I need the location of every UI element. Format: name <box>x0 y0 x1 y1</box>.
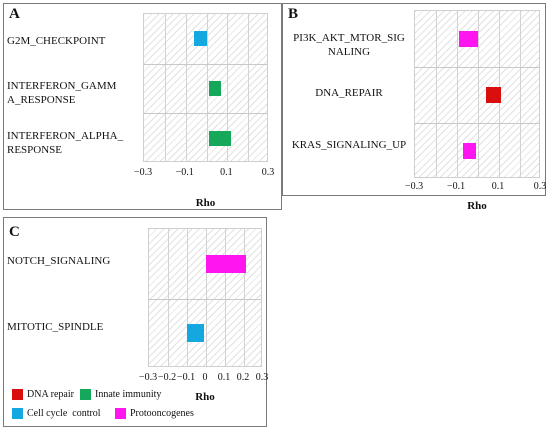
x-axis-label: Rho <box>195 391 215 403</box>
bar-dna-repair <box>486 86 502 104</box>
x-tick-label: 0.3 <box>261 167 275 178</box>
grid-line-vertical <box>206 229 207 366</box>
category-label: G2M_CHECKPOINT <box>7 34 140 48</box>
legend-item-dna-repair: DNA repair <box>12 389 74 400</box>
category-label-line: DNA_REPAIR <box>315 87 383 99</box>
grid-line-vertical <box>227 14 229 161</box>
bar-notch-signaling <box>206 254 246 273</box>
legend-label: DNA repair <box>27 389 74 400</box>
x-tick-label: −0.3 <box>133 167 153 178</box>
grid-line-vertical <box>457 11 458 177</box>
grid-line-vertical <box>164 14 166 161</box>
category-label: DNA_REPAIR <box>286 86 412 100</box>
x-tick-label: 0.2 <box>236 372 250 383</box>
category-label-line: NALING <box>327 46 371 58</box>
grid-line-horizontal <box>415 67 539 68</box>
panel-c: C NOTCH_SIGNALING MITOTIC_SPINDLE −0.3 −0.2… <box>3 217 269 427</box>
grid-line-vertical <box>187 229 188 366</box>
bar-interferon-alpha-response <box>208 130 232 146</box>
category-label-line: MITOTIC_SPINDLE <box>7 321 104 333</box>
category-label-line: A_RESPONSE <box>7 94 76 106</box>
legend-swatch <box>12 408 23 419</box>
plot-area <box>143 13 268 162</box>
legend-label: Innate immunity <box>95 389 162 400</box>
x-tick-label: 0 <box>202 372 208 383</box>
panel-a: A G2M_CHECKPOINT INTERFERON_GAMM A_RESPONS… <box>3 3 282 210</box>
x-axis-label: Rho <box>195 197 216 209</box>
grid-line-horizontal <box>144 113 267 115</box>
legend-swatch <box>12 389 23 400</box>
category-label: NOTCH_SIGNALING <box>7 254 147 268</box>
grid-line-vertical <box>248 14 250 161</box>
legend-item-innate-immunity: Innate immunity <box>80 389 161 400</box>
grid-line-vertical <box>206 14 208 161</box>
x-axis-label: Rho <box>467 200 487 212</box>
grid-line-vertical <box>244 229 245 366</box>
category-label-line: PI3K_AKT_MTOR_SIG <box>293 32 405 44</box>
bar-mitotic-spindle <box>187 324 205 343</box>
legend-item-cell-cycle-control: Cell cycle control <box>12 408 101 419</box>
plot-area <box>414 10 540 178</box>
legend-item-protooncogenes: Protooncogenes <box>115 408 194 419</box>
bar-kras-signaling-up <box>463 142 476 160</box>
category-label: INTERFERON_ALPHA_ RESPONSE <box>7 129 140 157</box>
grid-line-horizontal <box>144 63 267 65</box>
panel-label: B <box>288 6 299 22</box>
x-tick-label: −0.1 <box>446 181 466 192</box>
category-label-line: G2M_CHECKPOINT <box>7 35 106 47</box>
x-tick-label: 0.3 <box>533 181 547 192</box>
panel-b: B PI3K_AKT_MTOR_SIG NALING DNA_REPAIR KRAS_… <box>282 3 547 212</box>
grid-line-horizontal <box>415 123 539 124</box>
grid-line-vertical <box>168 229 169 366</box>
x-tick-label: −0.1 <box>175 167 194 178</box>
category-label-line: NOTCH_SIGNALING <box>7 255 111 267</box>
category-label-line: INTERFERON_ALPHA_ <box>7 130 124 142</box>
x-tick-label: 0.1 <box>491 181 505 192</box>
panel-label: A <box>9 6 20 22</box>
x-tick-label: 0.3 <box>255 372 269 383</box>
grid-line-vertical <box>225 229 226 366</box>
legend-label: Protooncogenes <box>130 408 194 419</box>
category-label: INTERFERON_GAMM A_RESPONSE <box>7 79 140 107</box>
bar-g2m-checkpoint <box>194 31 207 47</box>
grid-line-vertical <box>520 11 521 177</box>
category-label: KRAS_SIGNALING_UP <box>286 138 412 152</box>
bar-interferon-gamma-response <box>208 81 222 96</box>
x-tick-label: −0.2 <box>157 372 177 383</box>
grid-line-vertical <box>185 14 187 161</box>
category-label: MITOTIC_SPINDLE <box>7 320 147 334</box>
category-label-line: INTERFERON_GAMM <box>7 80 117 92</box>
x-tick-label: −0.3 <box>404 181 424 192</box>
x-tick-label: 0.1 <box>217 372 231 383</box>
grid-line-vertical <box>478 11 479 177</box>
category-label-line: KRAS_SIGNALING_UP <box>291 139 407 151</box>
legend-swatch <box>115 408 126 419</box>
x-tick-label: −0.3 <box>138 372 158 383</box>
category-label: PI3K_AKT_MTOR_SIG NALING <box>286 31 412 59</box>
grid-line-vertical <box>436 11 437 177</box>
legend-label: Cell cycle control <box>27 408 101 419</box>
x-tick-label: 0.1 <box>220 167 233 178</box>
panel-label: C <box>9 224 20 240</box>
grid-line-horizontal <box>149 298 261 300</box>
x-tick-label: −0.1 <box>176 372 196 383</box>
category-label-line: RESPONSE <box>7 144 63 156</box>
legend-swatch <box>80 389 91 400</box>
bar-pi3k-akt-mtor-signaling <box>459 30 478 48</box>
plot-area <box>148 228 262 367</box>
